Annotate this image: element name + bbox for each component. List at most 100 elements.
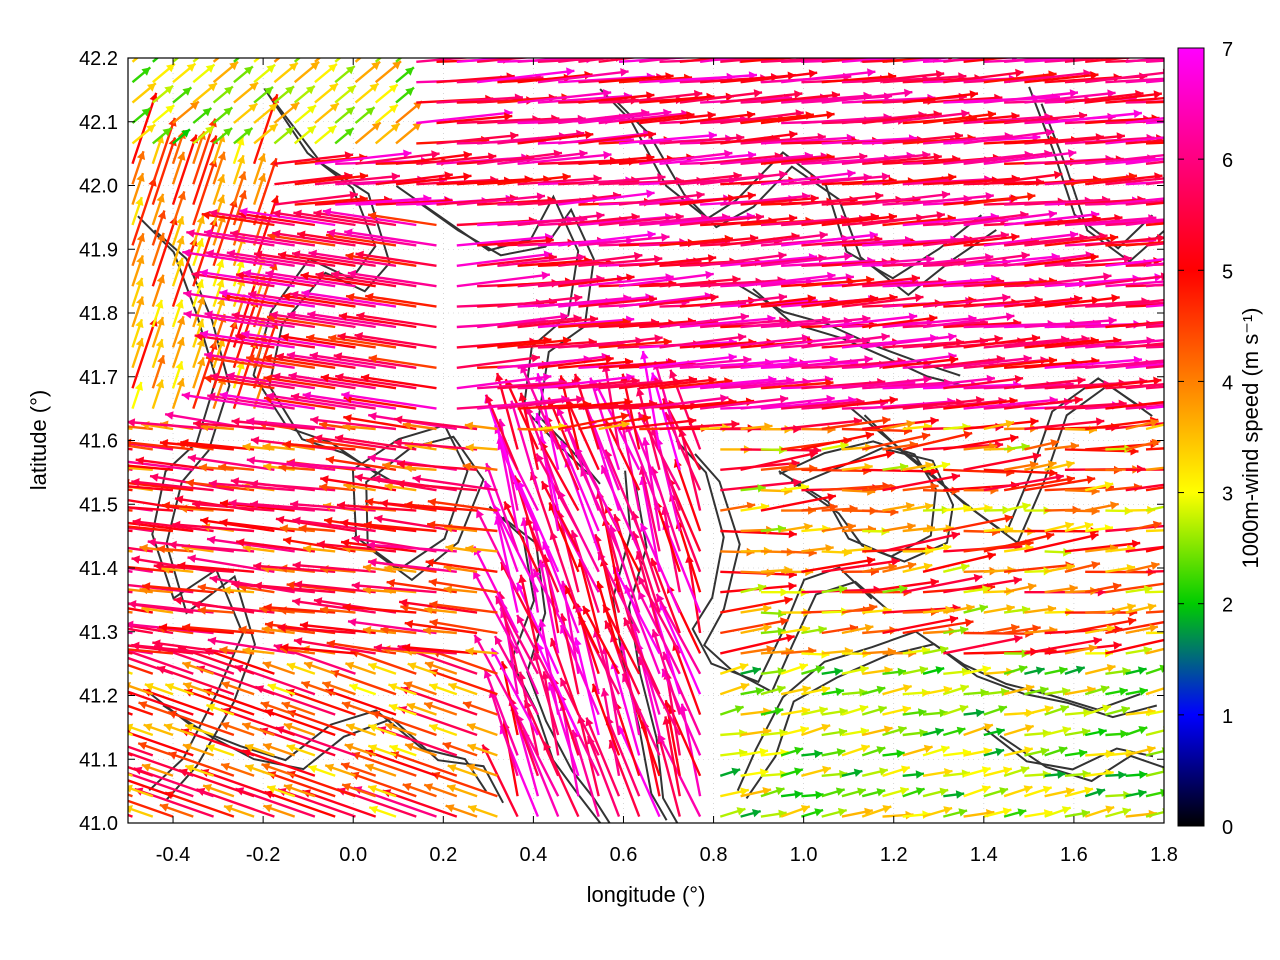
wind-vector-head (879, 767, 888, 776)
wind-vector-head (1096, 788, 1106, 797)
wind-vector-head (267, 785, 276, 794)
wind-vector (1105, 729, 1129, 739)
wind-vector (861, 725, 893, 737)
wind-vector-head (951, 486, 960, 496)
wind-vector-head (1032, 452, 1041, 461)
wind-vector-head (517, 615, 525, 624)
wind-vector (963, 766, 991, 777)
wind-vector (983, 532, 1055, 553)
wind-vector (922, 806, 953, 818)
wind-vector-head (242, 544, 252, 553)
wind-vector-head (263, 804, 273, 813)
wind-vector (1145, 569, 1164, 573)
wind-vector-shaft (536, 372, 560, 471)
wind-vector-shaft (577, 616, 621, 695)
wind-vector (1064, 644, 1098, 655)
wind-vector (351, 581, 437, 594)
wind-vector-head (1105, 805, 1115, 814)
wind-vector-head (447, 764, 457, 773)
wind-vector-shaft (583, 400, 621, 491)
wind-vector-head (669, 369, 678, 379)
wind-vector (128, 506, 174, 512)
wind-vector (267, 683, 296, 696)
wind-vector-head (1127, 603, 1136, 612)
wind-vector (428, 683, 458, 696)
wind-vector-head (62, 688, 71, 696)
wind-vector-shaft (128, 467, 133, 471)
wind-vector (423, 783, 458, 798)
wind-vector-head (281, 701, 291, 710)
wind-vector-shaft (286, 771, 356, 798)
wind-vector (159, 803, 194, 818)
wind-vector-shaft (516, 582, 560, 675)
wind-vector (1064, 786, 1094, 798)
wind-vector (128, 772, 194, 798)
wind-vector (412, 474, 498, 492)
wind-vector (1064, 561, 1101, 573)
wind-vector (720, 633, 795, 655)
wind-vector (183, 688, 255, 716)
wind-vector (942, 704, 969, 716)
wind-vector-head (106, 792, 115, 800)
wind-vector (373, 643, 457, 655)
wind-vector-head (128, 438, 132, 447)
wind-vector (740, 787, 772, 798)
wind-vector-head (286, 744, 296, 753)
wind-vector-head (308, 765, 318, 774)
wind-vector-head (794, 790, 803, 799)
wind-vector-head (299, 621, 309, 630)
wind-vector-head (859, 665, 869, 674)
wind-vector (861, 432, 931, 451)
wind-vector (299, 621, 376, 635)
wind-vector-head (429, 683, 439, 692)
wind-vector-shaft (535, 453, 580, 532)
wind-vector (242, 544, 275, 553)
wind-vector-head (984, 723, 993, 732)
wind-vector-head (101, 421, 110, 430)
wind-vector-head (351, 581, 360, 591)
wind-vector (138, 701, 174, 716)
wind-vector-shaft (292, 563, 376, 573)
wind-vector-shaft (609, 524, 641, 613)
wind-vector (821, 728, 848, 737)
wind-vector-head (349, 683, 359, 692)
wind-vector-shaft (669, 492, 702, 573)
wind-vector (363, 520, 437, 533)
wind-vector (1085, 607, 1121, 616)
wind-vector-head (1055, 473, 1064, 482)
wind-vector-shaft (604, 620, 641, 695)
wind-vector-shaft (882, 532, 961, 553)
wind-vector (192, 500, 275, 512)
wind-vector-shaft (286, 461, 376, 471)
wind-vector-head (1167, 420, 1176, 428)
wind-vector-head (1013, 576, 1022, 585)
wind-vector (780, 790, 803, 799)
wind-vector (366, 541, 457, 553)
wind-vector-head (1137, 666, 1147, 675)
wind-vector-head (1160, 272, 1164, 281)
wind-vector (801, 685, 831, 696)
wind-vector-head (427, 520, 436, 530)
wind-vector-head (1131, 539, 1141, 549)
wind-vector (963, 527, 1001, 537)
wind-vector-head (1057, 770, 1066, 779)
wind-vector-head (891, 557, 900, 566)
wind-vector (1044, 687, 1071, 696)
wind-vector-head (222, 586, 231, 595)
wind-vector (1044, 563, 1076, 573)
wind-vector-head (249, 500, 259, 509)
wind-vector-head (388, 703, 398, 712)
wind-vector (128, 682, 154, 696)
wind-vector-shaft (650, 427, 681, 511)
wind-vector-head (316, 540, 325, 549)
wind-vector-head (1021, 442, 1030, 452)
wind-vector-head (1060, 704, 1069, 714)
wind-vector (177, 561, 255, 573)
wind-vector (1064, 809, 1091, 818)
wind-vector (293, 637, 376, 655)
wind-vector-head (290, 500, 299, 509)
wind-vector-head (365, 763, 375, 772)
wind-vector-head (1006, 604, 1015, 613)
wind-vector-head (907, 561, 917, 570)
wind-vector-head (372, 474, 381, 484)
